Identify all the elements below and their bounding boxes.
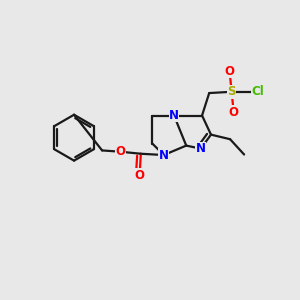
Text: Cl: Cl bbox=[251, 85, 264, 98]
Text: N: N bbox=[159, 148, 169, 161]
Text: O: O bbox=[135, 169, 145, 182]
Text: O: O bbox=[116, 145, 125, 158]
Text: N: N bbox=[196, 142, 206, 155]
Text: O: O bbox=[229, 106, 239, 119]
Text: O: O bbox=[225, 65, 235, 78]
Text: S: S bbox=[227, 85, 236, 98]
Text: N: N bbox=[169, 109, 179, 122]
